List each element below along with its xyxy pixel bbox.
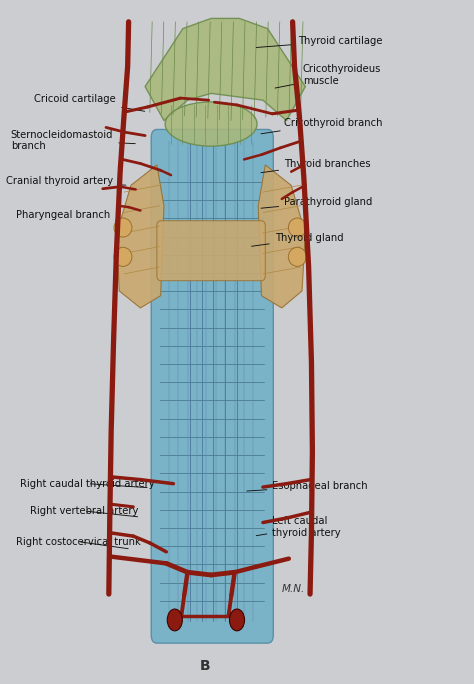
Text: Cricothyroid branch: Cricothyroid branch [261,118,383,134]
Text: Right vertebral artery: Right vertebral artery [30,506,138,517]
Text: Right caudal thyroid artery: Right caudal thyroid artery [20,479,155,488]
Text: Thyroid cartilage: Thyroid cartilage [256,36,383,47]
Ellipse shape [114,218,132,237]
Polygon shape [258,165,305,308]
Circle shape [167,609,182,631]
Ellipse shape [114,248,132,266]
Text: Thyroid gland: Thyroid gland [252,233,343,246]
Text: Parathyroid gland: Parathyroid gland [261,197,373,208]
Text: Right costocervical trunk: Right costocervical trunk [16,537,140,549]
Text: Cricoid cartilage: Cricoid cartilage [35,94,145,111]
Text: Cricothyroideus
muscle: Cricothyroideus muscle [275,64,382,88]
Ellipse shape [165,102,257,146]
Ellipse shape [288,248,306,266]
Polygon shape [145,18,305,120]
Polygon shape [117,165,164,308]
Circle shape [229,609,245,631]
Text: B: B [199,659,210,673]
Text: Sternocleidomastoid
branch: Sternocleidomastoid branch [11,129,135,151]
Ellipse shape [288,218,306,237]
Text: Esophageal branch: Esophageal branch [247,482,368,491]
Text: M.N.: M.N. [282,584,305,594]
Text: Pharyngeal branch: Pharyngeal branch [16,210,117,220]
FancyBboxPatch shape [157,221,265,280]
Text: Thyroid branches: Thyroid branches [261,159,371,172]
Text: Left caudal
thyroid artery: Left caudal thyroid artery [256,516,341,538]
Text: Cranial thyroid artery: Cranial thyroid artery [6,176,126,186]
FancyBboxPatch shape [151,129,273,643]
